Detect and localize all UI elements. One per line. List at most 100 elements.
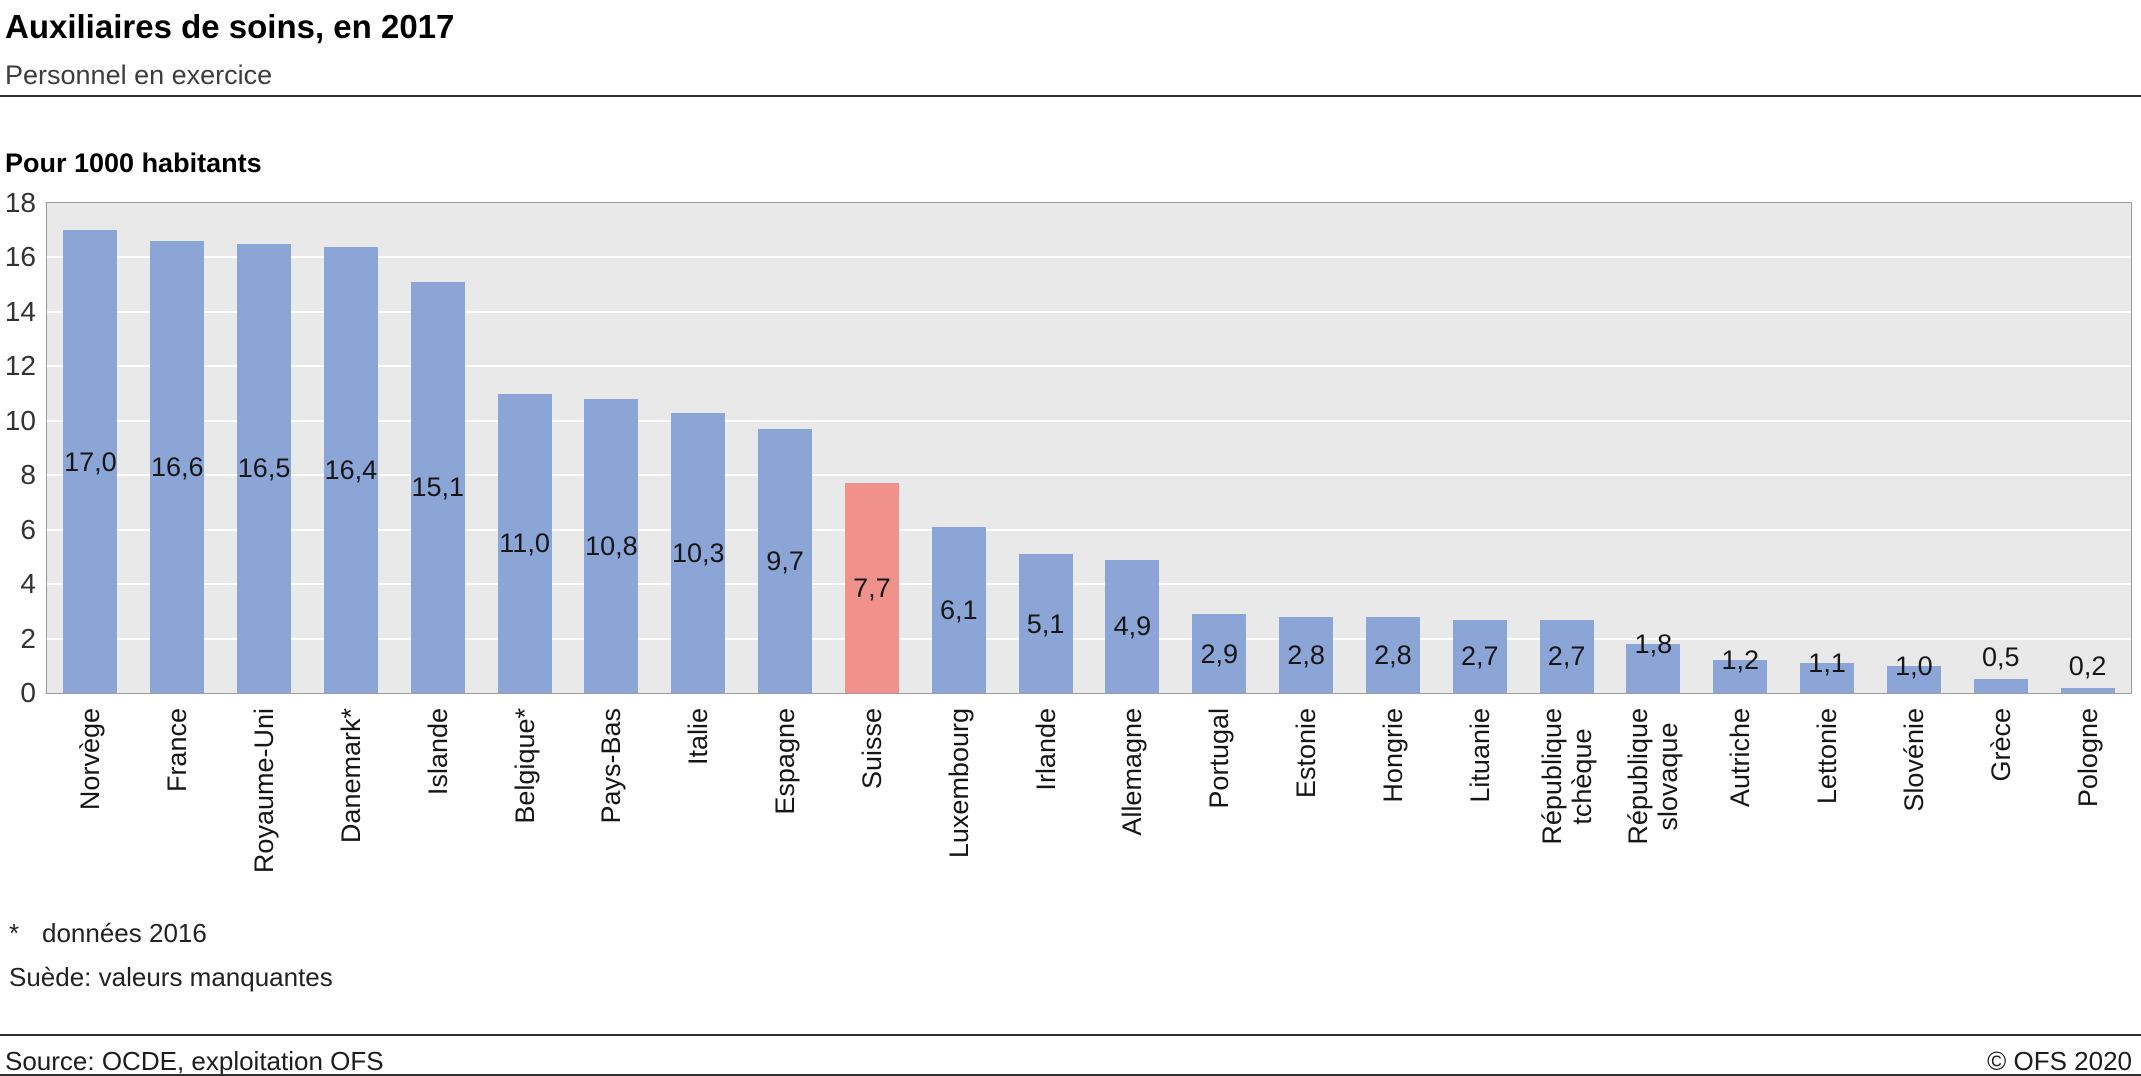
gridline [47, 256, 2131, 259]
bar-republique-slovaque [1626, 644, 1681, 693]
x-axis-label-republique-tcheque: République tchèque [1536, 708, 1597, 845]
x-slot-espagne: Espagne [742, 708, 829, 978]
x-slot-islande: Islande [394, 708, 481, 978]
x-axis-label-belgique-: Belgique* [509, 708, 540, 824]
bar-value-lettonie: 1,1 [1808, 648, 1846, 679]
bar-autriche [1713, 660, 1768, 693]
bar-value-france: 16,6 [150, 452, 204, 483]
x-slot-royaume-uni: Royaume-Uni [221, 708, 308, 978]
bar-value-espagne: 9,7 [766, 545, 804, 576]
y-axis: 0 2 4 6 8 10 12 14 16 18 [0, 187, 36, 708]
x-axis-label-republique-slovaque: République slovaque [1623, 708, 1684, 845]
x-slot-luxembourg: Luxembourg [915, 708, 1002, 978]
x-slot-grece: Grèce [1957, 708, 2044, 978]
x-slot-allemagne: Allemagne [1089, 708, 1176, 978]
bar-norvege [63, 230, 118, 693]
bar-value-lituanie: 2,7 [1460, 641, 1499, 672]
gridline [47, 528, 2131, 531]
copyright-label: © OFS 2020 [1987, 1046, 2132, 1076]
bar-espagne [758, 428, 813, 693]
footer-divider [0, 1034, 2141, 1036]
bar-slovenie [1886, 665, 1941, 693]
bar-value-suisse: 7,7 [853, 573, 891, 604]
x-slot-irlande: Irlande [1002, 708, 1089, 978]
bar-value-grece: 0,5 [1981, 642, 2020, 673]
x-axis-label-grece: Grèce [1985, 708, 2016, 782]
bar-value-pays-bas: 10,8 [585, 531, 638, 561]
x-axis-label-suisse: Suisse [856, 708, 887, 790]
x-axis-label-luxembourg: Luxembourg [943, 708, 974, 859]
x-slot-danemark-: Danemark* [308, 708, 395, 978]
bar-value-italie: 10,3 [671, 537, 725, 568]
bar-italie [671, 412, 726, 693]
bar-value-estonie: 2,8 [1287, 639, 1325, 670]
gridline [47, 419, 2131, 422]
bar-value-luxembourg: 6,1 [939, 594, 978, 625]
bar-france [150, 241, 205, 693]
page-title: Auxiliaires de soins, en 2017 [5, 8, 455, 45]
bar-estonie [1279, 616, 1334, 693]
x-axis-label-pologne: Pologne [2072, 708, 2103, 808]
x-slot-republique-tcheque: République tchèque [1523, 708, 1610, 978]
x-slot-slovenie: Slovénie [1871, 708, 1958, 978]
x-axis-label-estonie: Estonie [1291, 708, 1322, 799]
bar-value-danemark-: 16,4 [324, 454, 378, 485]
bar-value-republique-slovaque: 1,8 [1634, 629, 1673, 659]
bar-lettonie [1800, 663, 1855, 693]
x-slot-pologne: Pologne [2044, 708, 2131, 978]
footnote-marker: * [9, 918, 20, 948]
bar-belgique- [497, 393, 552, 693]
source-label: Source: OCDE, exploitation OFS [5, 1046, 384, 1076]
bar-value-slovenie: 1,0 [1895, 650, 1933, 681]
x-axis-label-irlande: Irlande [1030, 708, 1061, 791]
y-tick-label: 4 [20, 568, 36, 600]
x-slot-hongrie: Hongrie [1350, 708, 1437, 978]
bar-value-hongrie: 2,8 [1374, 639, 1412, 670]
bar-value-irlande: 5,1 [1026, 608, 1065, 639]
bar-royaume-uni [237, 243, 292, 693]
x-slot-pays-bas: Pays-Bas [568, 708, 655, 978]
x-axis-labels: Norvège France Royaume-Uni Danemark* Islande… [47, 708, 2131, 978]
page-subtitle: Personnel en exercice [5, 60, 273, 90]
y-tick-label: 2 [20, 622, 36, 654]
x-axis-label-royaume-uni: Royaume-Uni [249, 708, 280, 874]
footnote-donnees-2016: * données 2016 [9, 918, 207, 949]
bar-value-royaume-uni: 16,5 [237, 453, 291, 484]
bar-value-republique-tcheque: 2,7 [1547, 641, 1586, 672]
y-tick-label: 10 [4, 404, 36, 436]
x-axis-label-france: France [162, 708, 193, 793]
y-tick-label: 16 [4, 241, 36, 273]
x-slot-italie: Italie [655, 708, 742, 978]
bar-value-autriche: 1,2 [1721, 645, 1760, 676]
y-tick-label: 18 [4, 187, 36, 218]
x-axis-label-espagne: Espagne [770, 708, 801, 815]
x-slot-lituanie: Lituanie [1436, 708, 1523, 978]
x-slot-belgique-: Belgique* [481, 708, 568, 978]
x-axis-label-italie: Italie [683, 708, 714, 766]
x-axis-label-portugal: Portugal [1204, 708, 1235, 809]
x-axis-label-islande: Islande [422, 708, 453, 796]
x-axis-label-norvege: Norvège [75, 708, 106, 811]
bar-value-belgique-: 11,0 [499, 528, 550, 559]
x-axis-label-lituanie: Lituanie [1464, 708, 1495, 803]
x-slot-suisse: Suisse [829, 708, 916, 978]
gridline [47, 474, 2131, 477]
bar-portugal [1192, 614, 1247, 693]
gridline [47, 637, 2131, 640]
bar-irlande [1018, 554, 1073, 693]
bar-allemagne [1105, 559, 1160, 693]
x-axis-label-slovenie: Slovénie [1898, 708, 1929, 812]
x-axis-label-allemagne: Allemagne [1117, 708, 1148, 836]
y-axis-unit-label: Pour 1000 habitants [5, 148, 262, 178]
gridline [47, 583, 2131, 586]
bar-value-islande: 15,1 [411, 472, 465, 503]
bar-islande [410, 281, 465, 693]
x-axis-label-autriche: Autriche [1725, 708, 1756, 808]
x-slot-estonie: Estonie [1263, 708, 1350, 978]
bar-grece [1973, 679, 2028, 693]
x-axis-label-lettonie: Lettonie [1812, 708, 1843, 805]
bar-pologne [2060, 687, 2115, 693]
x-axis-label-pays-bas: Pays-Bas [596, 708, 627, 824]
x-slot-republique-slovaque: République slovaque [1610, 708, 1697, 978]
footnote-text: Suède: valeurs manquantes [9, 962, 333, 992]
